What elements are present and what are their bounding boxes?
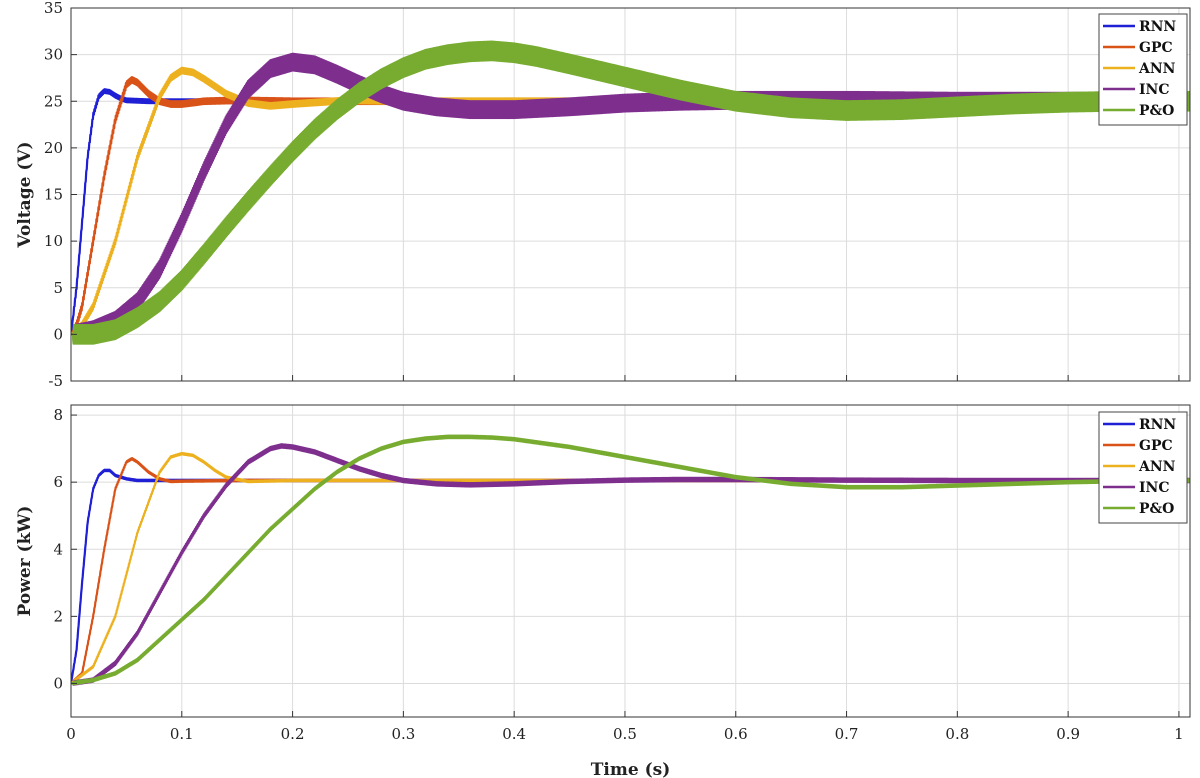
voltage-ytick-label: 25	[44, 92, 63, 110]
power-ytick-label: 4	[53, 540, 63, 558]
power-y-axis-label: Power (kW)	[15, 506, 35, 617]
power-legend-entry: INC	[1139, 480, 1170, 496]
power-legend-entry: P&O	[1139, 501, 1174, 517]
voltage-series-po-line	[71, 40, 1190, 345]
voltage-y-axis-label: Voltage (V)	[15, 141, 35, 248]
power-ytick-label: 2	[53, 607, 63, 625]
power-xtick-label: 0.6	[724, 725, 748, 743]
voltage-legend-entry: INC	[1139, 82, 1170, 98]
voltage-ytick-label: 15	[44, 186, 63, 204]
power-xtick-label: 0.9	[1056, 725, 1080, 743]
power-legend-entry: RNN	[1139, 417, 1176, 433]
voltage-legend-entry: RNN	[1139, 19, 1176, 35]
power-xtick-label: 0.4	[502, 725, 526, 743]
voltage-ytick-label: 30	[44, 46, 63, 64]
voltage-legend-entry: ANN	[1138, 61, 1176, 77]
power-axes-box	[70, 404, 1191, 718]
voltage-legend: RNN GPC ANN INC P&O	[1098, 13, 1188, 126]
power-xtick-label: 1	[1174, 725, 1184, 743]
power-legend-entry: ANN	[1138, 459, 1176, 475]
power-legend: RNN GPC ANN INC P&O	[1098, 411, 1188, 524]
voltage-ytick-label: 10	[44, 232, 63, 250]
power-ytick-label: 6	[53, 473, 63, 491]
power-xtick-label: 0.2	[281, 725, 305, 743]
power-xtick-label: 0.7	[835, 725, 859, 743]
voltage-ytick-label: 20	[44, 139, 63, 157]
power-ytick-label: 8	[53, 406, 63, 424]
voltage-legend-entry: P&O	[1139, 103, 1174, 119]
power-ytick-label: 0	[53, 674, 63, 692]
voltage-chart: -5 0 5 10 15 20 25 30 35 Voltage (V) RNN GPC ANN INC P…	[15, 0, 1191, 390]
power-x-axis-label: Time (s)	[591, 760, 671, 778]
power-chart: 0 2 4 6 8 0 0.1 0.2 0.3 0.4 0.5 0.6 0.7 0.8 0.9 1 Power …	[15, 404, 1191, 778]
power-legend-entry: GPC	[1139, 438, 1173, 454]
voltage-ytick-label: 0	[53, 325, 63, 343]
power-xtick-label: 0.3	[391, 725, 415, 743]
power-xtick-label: 0.5	[613, 725, 637, 743]
voltage-ytick-label: -5	[48, 372, 63, 390]
power-xtick-label: 0.8	[945, 725, 969, 743]
power-xtick-label: 0.1	[170, 725, 194, 743]
power-xtick-label: 0	[66, 725, 76, 743]
voltage-ytick-label: 35	[44, 0, 63, 17]
voltage-ytick-label: 5	[53, 279, 63, 297]
voltage-legend-entry: GPC	[1139, 40, 1173, 56]
power-series-po-line	[71, 434, 1190, 686]
power-series-inc-line	[71, 443, 1190, 686]
